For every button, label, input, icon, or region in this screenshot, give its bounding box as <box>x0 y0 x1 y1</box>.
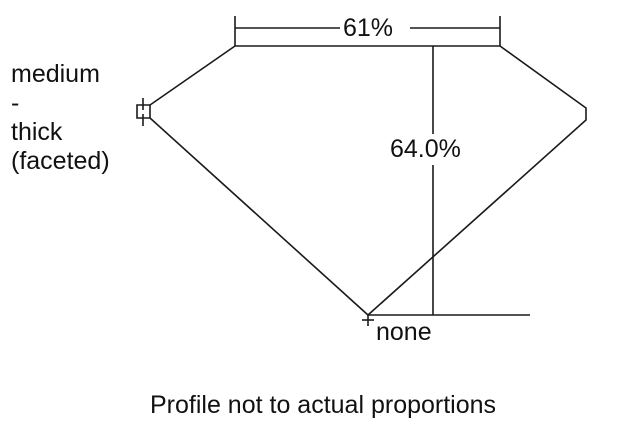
depth-percent-label: 64.0% <box>390 135 461 163</box>
girdle-label: medium - thick (faceted) <box>11 60 110 176</box>
table-percent-label: 61% <box>343 14 394 42</box>
gem-outline <box>149 45 587 317</box>
girdle-label-line: (faceted) <box>11 147 110 175</box>
girdle-label-line: - <box>11 89 20 117</box>
culet-label: none <box>376 318 432 346</box>
footnote: Profile not to actual proportions <box>150 391 497 419</box>
girdle-label-line: medium <box>11 60 100 88</box>
girdle-label-line: thick <box>11 118 63 146</box>
